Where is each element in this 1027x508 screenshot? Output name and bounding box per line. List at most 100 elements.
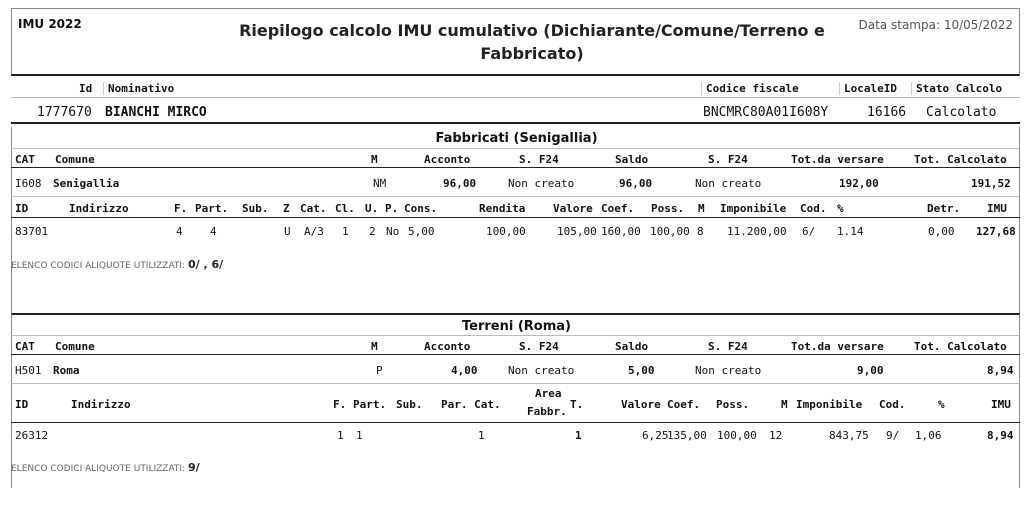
fab-h-saldo: Saldo <box>615 153 649 166</box>
ter-s-comune: Roma <box>53 364 80 377</box>
fab-r-z: U <box>284 225 291 238</box>
ter-d-sub: Sub. <box>396 398 423 411</box>
fab-r-p: No <box>386 225 400 238</box>
fab-s-cat: I608 <box>15 177 42 190</box>
fabbricati-codes-note: ELENCO CODICI ALIQUOTE UTILIZZATI: 0/ , … <box>11 258 1020 274</box>
ter-s-tot-calc: 8,94 <box>987 364 1014 377</box>
ter-d-id: ID <box>15 398 29 411</box>
ter-d-fabbr: Fabbr. <box>527 405 567 418</box>
fab-note-codes: 0/ , 6/ <box>187 258 224 271</box>
fab-d-poss: Poss. <box>651 202 685 215</box>
terreni-detail-header: ID Indirizzo F. Part. Sub. Par. Cat. Are… <box>11 383 1020 423</box>
ter-h-sf24s: S. F24 <box>708 340 748 353</box>
ter-s-m: P <box>376 364 383 377</box>
ter-d-coef: Coef. <box>667 398 701 411</box>
terreni-summary-row: H501 Roma P 4,00 Non creato 5,00 Non cre… <box>11 361 1020 379</box>
ter-r-m: 12 <box>769 429 783 442</box>
ter-h-acconto: Acconto <box>424 340 471 353</box>
col-locale-header: LocaleID <box>839 82 897 95</box>
report-header: IMU 2022 Riepilogo calcolo IMU cumulativ… <box>11 8 1020 76</box>
ter-r-part: 1 <box>356 429 363 442</box>
fab-r-cl: 1 <box>342 225 349 238</box>
fab-r-u: 2 <box>369 225 376 238</box>
fab-s-saldo: 96,00 <box>619 177 653 190</box>
person-locale: 16166 <box>867 105 907 120</box>
ter-d-indirizzo: Indirizzo <box>71 398 131 411</box>
fab-h-tot-calc: Tot. Calcolato <box>914 153 1007 166</box>
fab-r-cons: 5,00 <box>408 225 435 238</box>
person-cf: BNCMRC80A01I608Y <box>703 105 829 120</box>
person-row: 1777670 BIANCHI MIRCO BNCMRC80A01I608Y 1… <box>11 100 1020 124</box>
terreni-summary-header: CAT Comune M Acconto S. F24 Saldo S. F24… <box>11 335 1020 355</box>
ter-r-par-cat: 1 <box>478 429 485 442</box>
ter-r-id: 26312 <box>15 429 49 442</box>
ter-h-m: M <box>371 340 378 353</box>
ter-d-cod: Cod. <box>879 398 906 411</box>
ter-d-valore: Valore <box>621 398 661 411</box>
fab-r-rendita: 100,00 <box>486 225 526 238</box>
fab-d-imu: IMU <box>987 202 1007 215</box>
fab-d-cons: Cons. <box>404 202 438 215</box>
ter-d-par-cat: Par. Cat. <box>441 398 501 411</box>
ter-r-poss: 100,00 <box>717 429 757 442</box>
ter-r-perc: 1,06 <box>915 429 942 442</box>
ter-s-saldo: 5,00 <box>628 364 655 377</box>
fab-d-detr: Detr. <box>927 202 961 215</box>
terreni-codes-note: ELENCO CODICI ALIQUOTE UTILIZZATI: 9/ <box>11 461 1020 477</box>
fab-d-part: Part. <box>195 202 229 215</box>
fab-s-comune: Senigallia <box>53 177 120 190</box>
ter-note-label: ELENCO CODICI ALIQUOTE UTILIZZATI: <box>11 464 186 474</box>
ter-d-f: F. <box>333 398 347 411</box>
fabbricati-detail-row: 83701 4 4 U A/3 1 2 No 5,00 100,00 105,0… <box>11 222 1020 240</box>
ter-s-sf24a: Non creato <box>508 364 575 377</box>
fab-s-sf24s: Non creato <box>695 177 762 190</box>
ter-s-acconto: 4,00 <box>451 364 478 377</box>
ter-r-imu: 8,94 <box>987 429 1014 442</box>
fab-r-part: 4 <box>210 225 217 238</box>
person-name: BIANCHI MIRCO <box>105 105 207 120</box>
fab-h-tot-versare: Tot.da versare <box>791 153 884 166</box>
col-stato-header: Stato Calcolo <box>911 82 1002 95</box>
fab-r-detr: 0,00 <box>928 225 955 238</box>
ter-d-perc: % <box>938 398 945 411</box>
fab-d-rendita: Rendita <box>479 202 526 215</box>
fab-d-id: ID <box>15 202 29 215</box>
fabbricati-title: Fabbricati (Senigallia) <box>435 131 598 146</box>
fabbricati-section: Fabbricati (Senigallia) <box>11 127 1020 317</box>
fab-d-u: U. <box>365 202 379 215</box>
fab-d-f: F. <box>174 202 188 215</box>
ter-d-poss: Poss. <box>716 398 750 411</box>
report-year-label: IMU 2022 <box>18 17 82 31</box>
ter-h-cat: CAT <box>15 340 35 353</box>
fabbricati-summary-row: I608 Senigallia NM 96,00 Non creato 96,0… <box>11 174 1020 192</box>
fab-d-cat: Cat. <box>300 202 327 215</box>
col-name-header: Nominativo <box>103 82 174 95</box>
fab-h-cat: CAT <box>15 153 35 166</box>
ter-d-imponibile: Imponibile <box>796 398 863 411</box>
fab-d-indirizzo: Indirizzo <box>69 202 129 215</box>
fabbricati-summary-header: CAT Comune M Acconto S. F24 Saldo S. F24… <box>11 148 1020 168</box>
fab-r-cat: A/3 <box>304 225 324 238</box>
fab-r-cod: 6/ <box>802 225 816 238</box>
col-id-header: Id <box>79 82 93 95</box>
fab-h-m: M <box>371 153 378 166</box>
ter-s-cat: H501 <box>15 364 42 377</box>
fab-d-m: M <box>698 202 705 215</box>
fab-r-coef: 160,00 <box>601 225 641 238</box>
person-id: 1777670 <box>37 105 92 120</box>
fab-r-imponibile: 11.200,00 <box>727 225 787 238</box>
fab-s-tot-calc: 191,52 <box>971 177 1011 190</box>
fabbricati-detail-header: ID Indirizzo F. Part. Sub. Z Cat. Cl. U.… <box>11 196 1020 218</box>
fab-r-perc: 1.14 <box>837 225 864 238</box>
ter-h-tot-calc: Tot. Calcolato <box>914 340 1007 353</box>
fab-h-sf24s: S. F24 <box>708 153 748 166</box>
terreni-section: Terreni (Roma) <box>11 313 1020 488</box>
terreni-title: Terreni (Roma) <box>462 319 571 334</box>
fab-d-z: Z <box>283 202 290 215</box>
ter-d-m: M <box>781 398 788 411</box>
fab-d-cod: Cod. <box>800 202 827 215</box>
person-stato: Calcolato <box>926 105 997 120</box>
ter-d-area: Area <box>535 387 562 400</box>
ter-r-f: 1 <box>337 429 344 442</box>
fab-h-acconto: Acconto <box>424 153 471 166</box>
